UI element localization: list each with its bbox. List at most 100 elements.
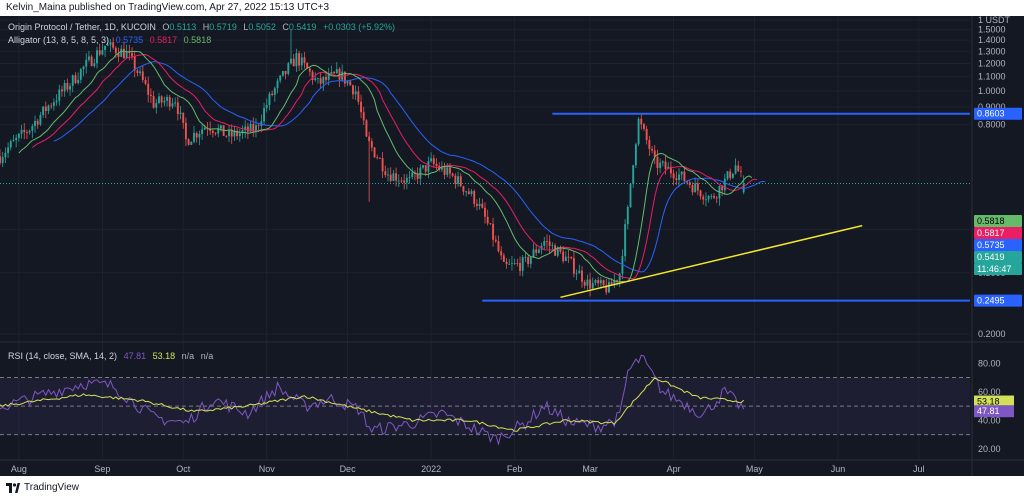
candle-body — [7, 147, 10, 153]
chart-area[interactable]: 1 USDT 1.5000 1.4000 1.3000 1.2000 1.1000 1.00… — [0, 16, 1024, 476]
candle-body — [298, 53, 301, 66]
candle-body — [653, 150, 656, 157]
candle-body — [255, 125, 257, 132]
candle-body — [233, 130, 236, 137]
rsi-tick-label: 40.00 — [978, 415, 1001, 425]
candle-body — [0, 156, 1, 163]
candle-body — [198, 133, 201, 138]
alligator-legend[interactable]: Alligator (13, 8, 5, 8, 5, 3) 0.5735 0.5… — [8, 35, 215, 45]
candle-body — [373, 147, 376, 158]
tradingview-brand: TradingView — [24, 482, 80, 493]
candle-body — [249, 123, 252, 132]
support-price-tag: 0.2495 — [977, 296, 1005, 306]
candle-body — [71, 75, 74, 86]
candle-body — [726, 171, 729, 179]
candle-body — [300, 57, 303, 66]
candle-body — [629, 183, 632, 207]
candle-body — [602, 280, 605, 286]
open-value: 0.5113 — [169, 22, 197, 32]
candle-body — [678, 174, 680, 181]
candle-body — [467, 191, 470, 194]
candle-body — [306, 62, 309, 69]
candle-body — [707, 196, 710, 200]
candle-body — [284, 70, 287, 74]
candle-body — [559, 247, 562, 252]
candle-body — [648, 139, 651, 150]
candle-body — [554, 245, 556, 256]
candle-body — [537, 249, 540, 253]
price-tick-label: 1.4000 — [978, 35, 1006, 45]
price-tick-label: 1.3000 — [978, 46, 1006, 56]
candle-body — [225, 135, 228, 137]
candle-body — [640, 118, 643, 125]
alligator-jaw-line — [53, 61, 766, 273]
candle-body — [643, 124, 645, 129]
candle-body — [28, 130, 31, 133]
candle-body — [244, 126, 247, 131]
candle-body — [314, 78, 317, 81]
rsi-sma-line — [0, 377, 745, 432]
candle-body — [330, 71, 333, 74]
rsi-legend[interactable]: RSI (14, close, SMA, 14, 2) 47.81 53.18 … — [8, 351, 217, 361]
candle-body — [47, 105, 50, 112]
alligator-lips-value: 0.5818 — [183, 35, 212, 45]
alligator-jaw-value: 0.5735 — [115, 35, 144, 45]
candle-body — [408, 176, 411, 178]
candle-body — [702, 196, 705, 200]
candle-body — [112, 42, 115, 48]
candle-body — [664, 161, 667, 169]
candle-body — [548, 241, 551, 246]
grid-layer — [0, 16, 970, 460]
candle-body — [36, 120, 39, 125]
candle-body — [524, 257, 527, 258]
price-tick-label: 1.0000 — [978, 86, 1006, 96]
candle-body — [473, 191, 476, 204]
candle-body — [564, 256, 567, 262]
candle-body — [101, 49, 104, 55]
candle-body — [220, 125, 222, 129]
rsi-na-1: n/a — [181, 351, 195, 361]
open-label: O — [162, 22, 170, 32]
candle-body — [424, 165, 427, 172]
candle-body — [85, 59, 88, 67]
candle-body — [672, 173, 675, 179]
candle-body — [93, 63, 96, 66]
symbol-name: Origin Protocol / Tether, 1D, KUCOIN — [8, 22, 156, 32]
candle-body — [308, 68, 311, 72]
candle-body — [446, 167, 449, 175]
candle-body — [149, 94, 152, 96]
candle-body — [405, 177, 408, 183]
candle-body — [34, 120, 36, 127]
high-label: H — [202, 22, 210, 32]
candle-body — [290, 58, 292, 64]
candle-body — [335, 69, 338, 74]
candle-body — [195, 132, 198, 138]
candle-body — [376, 157, 379, 159]
candle-body — [63, 83, 66, 92]
candle-body — [575, 273, 578, 275]
candle-body — [516, 262, 519, 264]
candle-body — [203, 127, 206, 130]
candle-body — [79, 69, 82, 80]
candle-body — [486, 216, 489, 224]
rsi-sma-tag: 53.18 — [977, 397, 1000, 407]
candle-body — [133, 56, 136, 71]
candle-body — [497, 241, 500, 252]
candle-body — [389, 174, 392, 181]
time-tick-label: Feb — [507, 464, 523, 474]
candle-body — [106, 44, 109, 46]
candle-body — [58, 89, 61, 101]
candle-body — [42, 106, 45, 116]
symbol-legend[interactable]: Origin Protocol / Tether, 1D, KUCOIN O0.… — [8, 22, 399, 32]
candle-body — [546, 241, 548, 242]
candle-body — [699, 190, 702, 197]
resistance-price-tag: 0.8603 — [977, 109, 1005, 119]
candle-body — [257, 125, 260, 127]
candle-body — [723, 178, 726, 191]
candle-body — [1, 157, 4, 163]
alligator-label: Alligator (13, 8, 5, 8, 5, 3) — [8, 35, 110, 45]
candle-body — [667, 166, 670, 169]
candle-body — [360, 101, 362, 113]
candle-body — [440, 167, 443, 170]
